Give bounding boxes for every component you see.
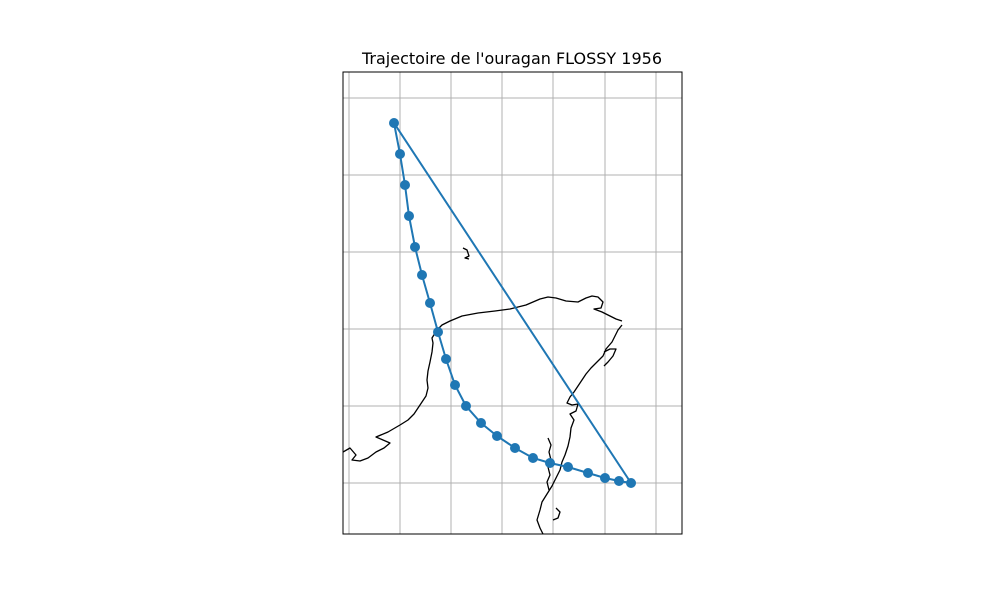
coastline-small-island bbox=[462, 247, 470, 260]
track-point bbox=[441, 354, 451, 364]
track-point bbox=[476, 418, 486, 428]
track-point bbox=[563, 462, 573, 472]
track-point bbox=[410, 242, 420, 252]
track-point bbox=[395, 149, 405, 159]
track-point bbox=[600, 473, 610, 483]
track-point bbox=[528, 453, 538, 463]
track-point bbox=[614, 476, 624, 486]
track-point bbox=[400, 180, 410, 190]
track-point bbox=[492, 431, 502, 441]
track-line bbox=[393, 122, 634, 485]
track-point bbox=[433, 327, 443, 337]
plot-area bbox=[342, 71, 683, 535]
track-point bbox=[404, 211, 414, 221]
track-point bbox=[545, 458, 555, 468]
coastline-caribbean-island bbox=[552, 507, 561, 521]
coastline-gulf bbox=[343, 295, 623, 462]
track-point bbox=[389, 118, 399, 128]
track-point bbox=[425, 298, 435, 308]
coastlines bbox=[343, 247, 623, 534]
track-point bbox=[461, 401, 471, 411]
track-point bbox=[450, 380, 460, 390]
track-point bbox=[417, 270, 427, 280]
map-title: Trajectoire de l'ouragan FLOSSY 1956 bbox=[361, 49, 662, 68]
coastline-cozumel bbox=[603, 348, 617, 367]
track-point bbox=[583, 468, 593, 478]
track-markers bbox=[389, 118, 636, 488]
track-point bbox=[626, 478, 636, 488]
track-point bbox=[510, 443, 520, 453]
hurricane-track bbox=[389, 118, 636, 488]
coastline-eastern-yucatan bbox=[536, 324, 623, 534]
axes-frame bbox=[342, 71, 683, 535]
